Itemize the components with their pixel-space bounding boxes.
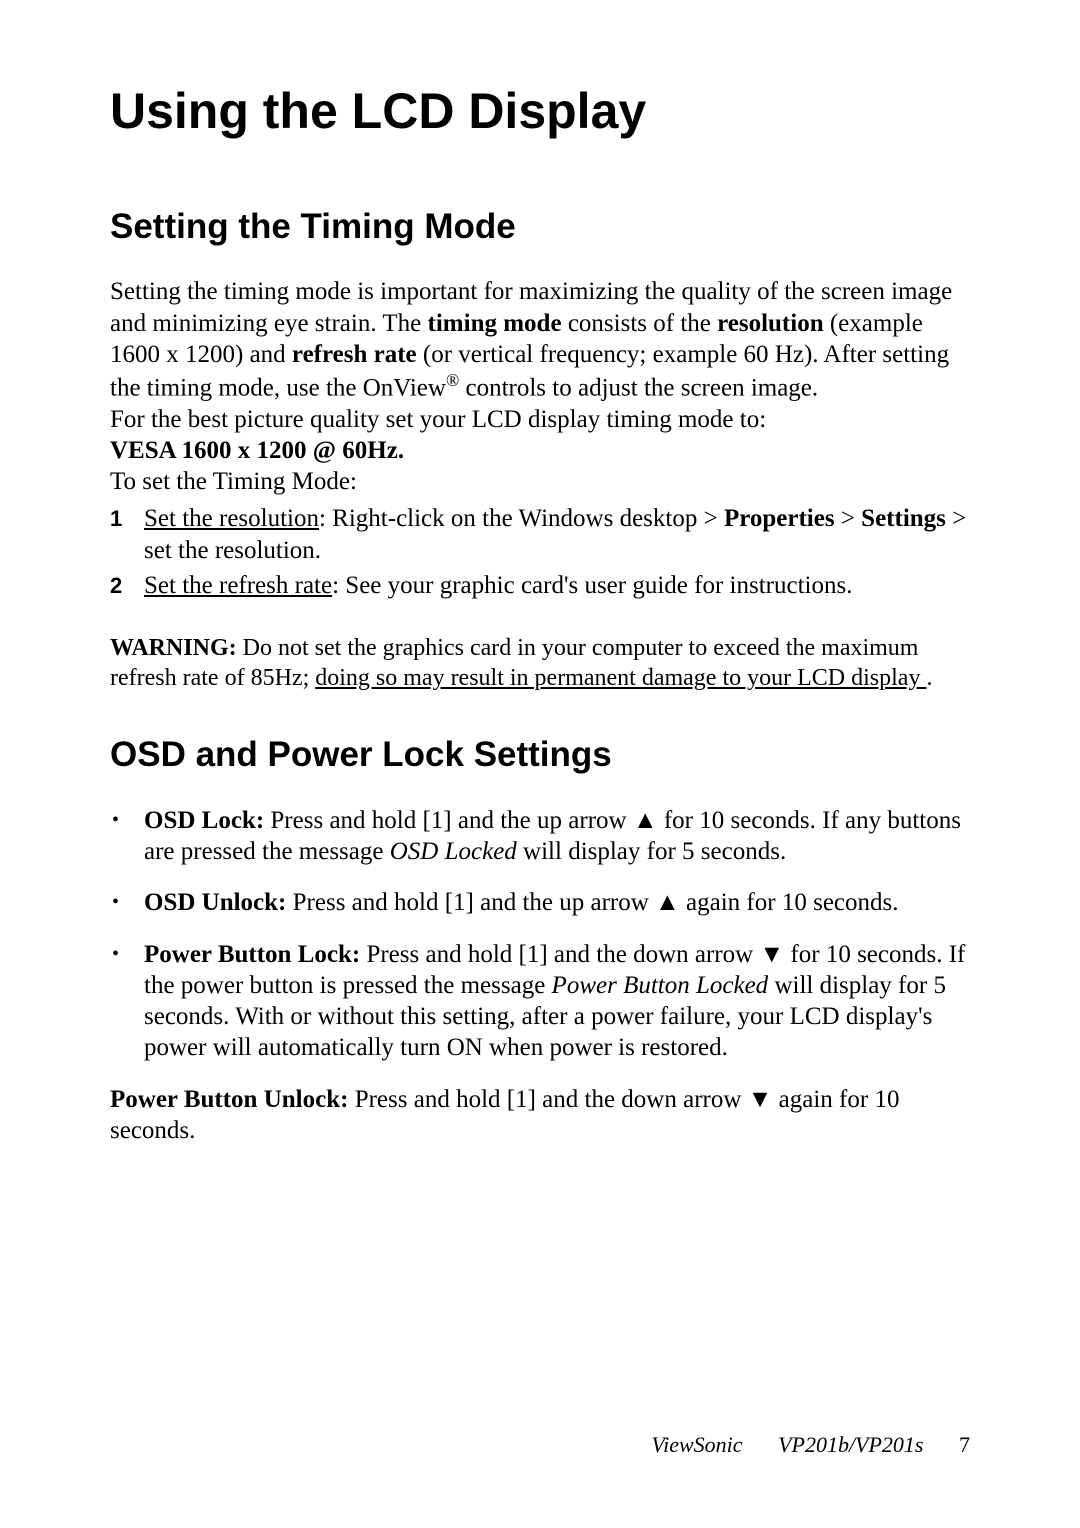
bold-refresh-rate: refresh rate (292, 341, 417, 368)
text: : Right-click on the Windows desktop > (319, 505, 724, 532)
warning-paragraph: WARNING: Do not set the graphics card in… (110, 633, 970, 693)
footer-brand: ViewSonic (651, 1432, 742, 1457)
step-body: Set the resolution: Right-click on the W… (144, 503, 970, 566)
warning-label: WARNING: (110, 635, 237, 661)
step-item: 1 Set the resolution: Right-click on the… (110, 503, 970, 566)
numbered-steps: 1 Set the resolution: Right-click on the… (110, 503, 970, 601)
item-label: OSD Lock: (144, 807, 264, 834)
power-unlock-paragraph: Power Button Unlock: Press and hold [1] … (110, 1084, 970, 1147)
to-set-line: To set the Timing Mode: (110, 466, 970, 497)
text: . (926, 665, 932, 691)
text: controls to adjust the screen image. (459, 374, 818, 401)
footer-model: VP201b/VP201s (778, 1432, 923, 1457)
step-item: 2 Set the refresh rate: See your graphic… (110, 570, 970, 601)
list-item: • OSD Unlock: Press and hold [1] and the… (110, 887, 970, 918)
text: will display for 5 seconds. (517, 838, 786, 865)
item-label: Power Button Unlock: (110, 1086, 348, 1113)
registered-mark: ® (446, 370, 459, 390)
list-body: Power Button Lock: Press and hold [1] an… (144, 939, 970, 1064)
list-body: OSD Unlock: Press and hold [1] and the u… (144, 887, 970, 918)
text: > (835, 505, 862, 532)
step-underline: Set the resolution (144, 505, 319, 532)
step-number: 1 (110, 503, 144, 533)
bullet-icon: • (110, 805, 144, 835)
best-quality-line: For the best picture quality set your LC… (110, 404, 970, 435)
italic-text: Power Button Locked (552, 972, 769, 999)
vesa-mode-line: VESA 1600 x 1200 @ 60Hz. (110, 435, 970, 466)
bullet-icon: • (110, 939, 144, 969)
step-number: 2 (110, 570, 144, 600)
step-body: Set the refresh rate: See your graphic c… (144, 570, 970, 601)
text: consists of the (562, 310, 718, 337)
item-label: OSD Unlock: (144, 889, 286, 916)
page-title: Using the LCD Display (110, 80, 970, 143)
bullet-icon: • (110, 887, 144, 917)
list-item: • OSD Lock: Press and hold [1] and the u… (110, 805, 970, 868)
warning-underline: doing so may result in permanent damage … (315, 665, 926, 691)
section-title-osd: OSD and Power Lock Settings (110, 733, 970, 777)
bold-resolution: resolution (717, 310, 824, 337)
list-body: OSD Lock: Press and hold [1] and the up … (144, 805, 970, 868)
list-item: • Power Button Lock: Press and hold [1] … (110, 939, 970, 1064)
text: : See your graphic card's user guide for… (332, 572, 852, 599)
bold-settings: Settings (861, 505, 946, 532)
intro-paragraph: Setting the timing mode is important for… (110, 276, 970, 403)
step-underline: Set the refresh rate (144, 572, 332, 599)
italic-text: OSD Locked (390, 838, 517, 865)
text: Press and hold [1] and the up arrow ▲ ag… (286, 889, 898, 916)
bold-properties: Properties (724, 505, 835, 532)
page-footer: ViewSonic VP201b/VP201s 7 (651, 1431, 970, 1459)
osd-settings-list: • OSD Lock: Press and hold [1] and the u… (110, 805, 970, 1064)
footer-page-number: 7 (959, 1432, 970, 1457)
bold-timing-mode: timing mode (428, 310, 562, 337)
item-label: Power Button Lock: (144, 941, 360, 968)
section-title-timing: Setting the Timing Mode (110, 205, 970, 249)
